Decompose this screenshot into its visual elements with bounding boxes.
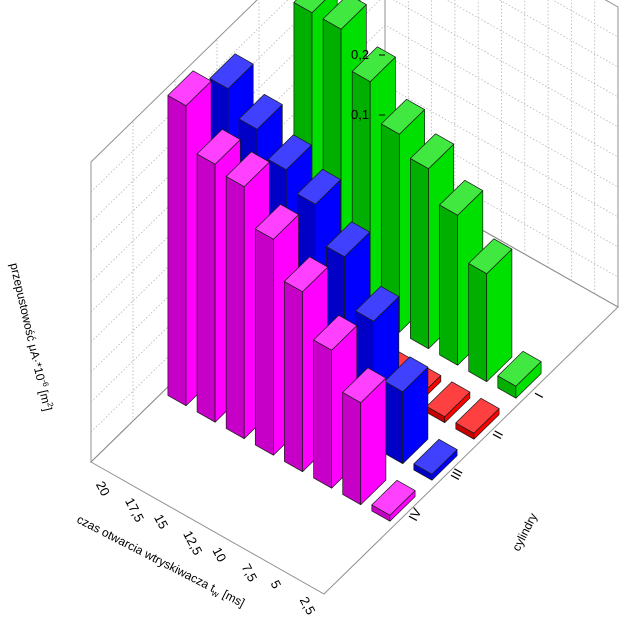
x-tick-label: 10	[209, 545, 229, 565]
bar-top-face	[296, 168, 341, 205]
bar-top-face	[439, 179, 484, 216]
bar-top-face	[313, 314, 358, 351]
bar-top-face	[254, 203, 299, 240]
bar-III-5	[384, 356, 429, 465]
bar-front-face	[254, 228, 274, 456]
z-tick-label: 0,2	[351, 47, 369, 62]
bar-top-face	[225, 151, 270, 188]
y-tick-label: II	[489, 428, 506, 441]
z-axis-title-sup: -6	[40, 379, 50, 388]
bar-front-face	[439, 204, 458, 366]
x-tick-label: 2,5	[297, 594, 319, 617]
y-axis-title: cylindry	[509, 511, 540, 554]
bar-III-2,5	[413, 438, 458, 481]
z-axis-title-unit-sup: 2	[45, 401, 55, 408]
bar-top-face	[167, 70, 212, 107]
bar-front-face	[284, 281, 303, 473]
bar-front-face	[342, 392, 362, 506]
x-tick-label: 5	[268, 578, 285, 591]
bar-front-face	[225, 176, 245, 440]
bar-IV-2,5	[371, 479, 416, 522]
bar-II-2,5	[455, 397, 500, 440]
bar-top-face	[293, 0, 326, 14]
x-tick-label: 17,5	[122, 495, 147, 524]
x-axis-title-sub: w	[209, 587, 221, 600]
z-tick-label: 0,1	[351, 107, 369, 122]
bar-top-face	[351, 46, 396, 83]
bar-I-2,5	[497, 350, 542, 399]
bar-top-face	[284, 256, 329, 293]
bar-top-face	[384, 356, 429, 393]
bar-front-face	[410, 158, 429, 350]
bar-top-face	[322, 0, 367, 30]
bars-layer	[167, 0, 542, 522]
z-tick-label: 0,3	[351, 0, 369, 2]
z-axis-title-unit-end: ]	[40, 406, 54, 412]
bar-front-face	[384, 381, 404, 465]
bar-top-face	[380, 98, 425, 135]
bar-front-face	[167, 95, 187, 407]
bar-IV-5	[342, 367, 387, 506]
bar-top-face	[209, 53, 254, 90]
y-tick-label: III	[447, 466, 465, 483]
x-tick-label: 7,5	[239, 561, 261, 584]
bar-front-face	[468, 263, 488, 383]
bar-front-face	[196, 153, 216, 423]
bar-top-face	[371, 479, 416, 516]
z-axis-title-unit: [m	[36, 389, 53, 405]
bar-II-5	[426, 381, 471, 424]
bar-top-face	[342, 367, 387, 404]
bar-top-face	[426, 381, 471, 418]
bar-I-5	[468, 238, 513, 383]
x-tick-label: 20	[93, 479, 113, 499]
bar-top-face	[267, 134, 312, 171]
bar-top-face	[413, 438, 458, 475]
bar-top-face	[497, 350, 542, 387]
bar-top-face	[238, 93, 283, 130]
x-tick-label: 15	[151, 512, 171, 532]
x-tick-label: 12,5	[180, 528, 205, 557]
z-axis-title: przepustowość μA·*10-6[m2]	[7, 261, 56, 412]
bar-top-face	[196, 128, 241, 165]
bar-top-face	[468, 238, 513, 275]
bar-top-face	[410, 133, 455, 170]
bar-top-face	[355, 285, 400, 322]
y-tick-label: IV	[405, 505, 424, 523]
x-axis-title-unit: [ms]	[220, 587, 247, 610]
bar-top-face	[326, 221, 371, 258]
bar-top-face	[455, 397, 500, 434]
y-tick-label: I	[531, 390, 546, 400]
bar-front-face	[313, 339, 332, 489]
